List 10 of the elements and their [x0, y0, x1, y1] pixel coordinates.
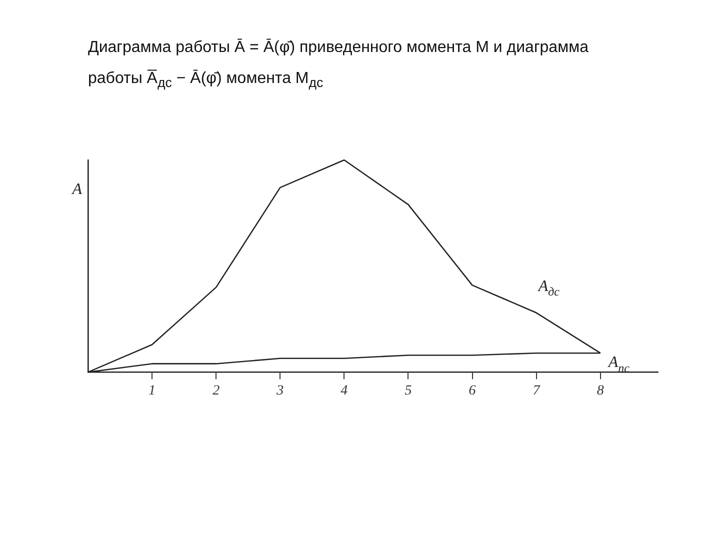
chart-title: Диаграмма работы Ā = Ā(φ̄) приведенного момента М и диаграмма работы A̅$_{дс}$ − Ā(φ̄) момента М$_{дс}$: [88, 38, 590, 92]
y-axis-title: A: [71, 181, 82, 198]
x-tick-label: 1: [148, 383, 156, 398]
x-tick-label: 4: [340, 383, 348, 398]
x-tick-label: 2: [212, 383, 220, 398]
x-tick-label: 3: [276, 383, 284, 398]
x-tick-label: 7: [532, 383, 541, 398]
x-tick-label: 5: [404, 383, 412, 398]
x-tick-label: 8: [596, 383, 604, 398]
x-tick-label: 6: [468, 383, 476, 398]
